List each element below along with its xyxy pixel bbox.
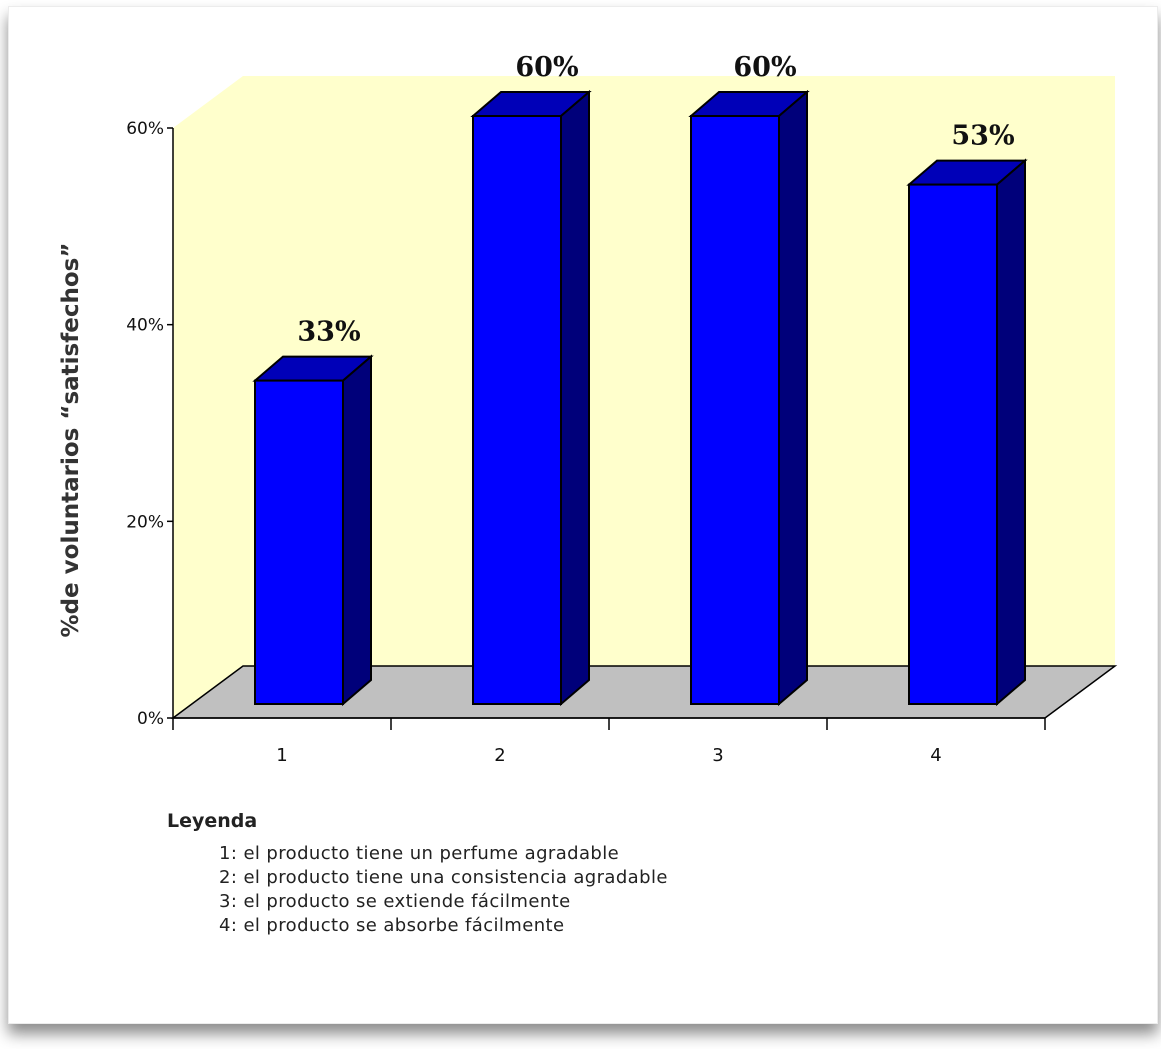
legend-item-2: 2: el producto tiene una consistencia ag… bbox=[219, 867, 668, 888]
bar bbox=[472, 115, 562, 705]
bar-side bbox=[996, 158, 1026, 707]
legend-item-4: 4: el producto se absorbe fácilmente bbox=[219, 915, 565, 936]
bar-value-label: 53% bbox=[951, 121, 1014, 152]
bars: 33% 60% 60% 53% bbox=[252, 52, 1028, 707]
y-tick-label: 60% bbox=[126, 119, 164, 139]
y-tick-label: 40% bbox=[126, 316, 164, 336]
bar-value-label: 33% bbox=[297, 317, 360, 348]
x-tick-label: 2 bbox=[494, 745, 505, 766]
legend: Leyenda 1: el producto tiene un perfume … bbox=[167, 810, 668, 938]
bar-value-label: 60% bbox=[733, 52, 796, 83]
x-axis: 1 2 3 4 bbox=[172, 717, 1046, 766]
x-tick-label: 4 bbox=[930, 745, 941, 766]
x-tick-label: 1 bbox=[276, 745, 287, 766]
legend-title: Leyenda bbox=[167, 810, 258, 832]
chart-walls bbox=[170, 76, 1118, 719]
y-axis: 0% 20% 40% 60% bbox=[126, 119, 174, 729]
bar-side bbox=[560, 89, 590, 707]
bar-side bbox=[342, 354, 372, 707]
bar bbox=[690, 115, 780, 705]
y-tick-label: 0% bbox=[137, 709, 164, 729]
legend-item-1: 1: el producto tiene un perfume agradabl… bbox=[219, 843, 620, 864]
bar-side bbox=[778, 89, 808, 707]
bar bbox=[908, 183, 998, 706]
bar-value-label: 60% bbox=[515, 52, 578, 83]
y-tick-label: 20% bbox=[126, 512, 164, 532]
x-tick-label: 3 bbox=[712, 745, 723, 766]
y-axis-title: %de voluntarios “satisfechos” bbox=[58, 243, 84, 638]
legend-item-3: 3: el producto se extiende fácilmente bbox=[219, 891, 571, 912]
back-wall bbox=[173, 76, 1115, 718]
bar bbox=[254, 379, 344, 705]
